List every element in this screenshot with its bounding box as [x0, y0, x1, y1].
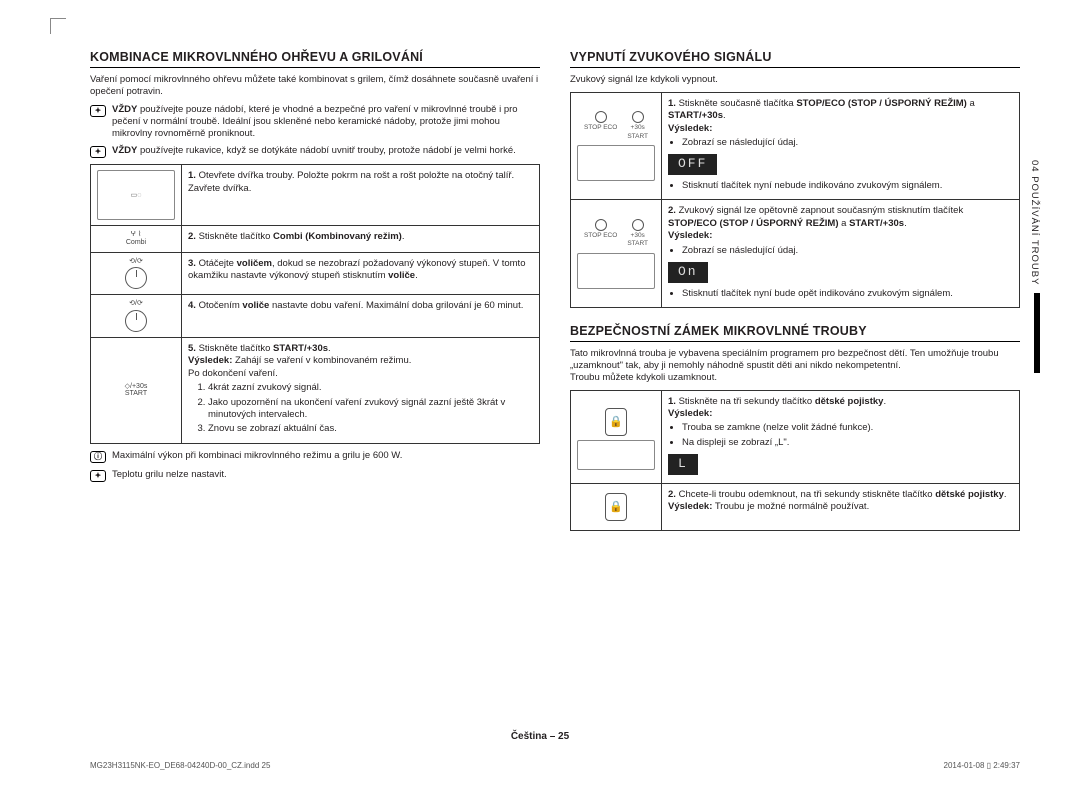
side-tab: 04 POUŽÍVÁNÍ TROUBY — [1029, 160, 1040, 373]
caution-icon: ✦ — [90, 470, 106, 482]
sec1-row2-diagram: STOP ECO+30sSTART — [571, 200, 662, 308]
sec1-heading: VYPNUTÍ ZVUKOVÉHO SIGNÁLU — [570, 50, 1020, 68]
bullet: Zobrazí se následující údaj. — [682, 137, 1013, 149]
sec2-row-1: 🔒 1. Stiskněte na tři sekundy tlačítko d… — [571, 390, 1020, 483]
step-5-sublist: 4krát zazní zvukový signál. Jako upozorn… — [188, 382, 533, 435]
left-heading: KOMBINACE MIKROVLNNÉHO OHŘEVU A GRILOVÁN… — [90, 50, 540, 68]
step-3-diagram: ⟲/⟳ — [91, 252, 182, 295]
sec1-row2-body: 2. Zvukový signál lze opětovně zapnout s… — [662, 200, 1020, 308]
step-row-1: ▭◌ 1. Otevřete dvířka trouby. Položte po… — [91, 165, 540, 226]
sub-3: Znovu se zobrazí aktuální čas. — [208, 423, 533, 435]
bullet: Stisknutí tlačítek nyní nebude indikován… — [682, 180, 1013, 192]
bullet: Stisknutí tlačítek nyní bude opět indiko… — [682, 288, 1013, 300]
step-row-5: ◇/+30sSTART 5. Stiskněte tlačítko START/… — [91, 338, 540, 443]
sec1-row1-body: 1. Stiskněte současně tlačítka STOP/ECO … — [662, 92, 1020, 200]
lcd-on: On — [668, 262, 708, 283]
bullet: Zobrazí se následující údaj. — [682, 245, 1013, 257]
left-column: KOMBINACE MIKROVLNNÉHO OHŘEVU A GRILOVÁN… — [90, 50, 540, 531]
sec1-table: STOP ECO+30sSTART 1. Stiskněte současně … — [570, 92, 1020, 308]
caution-icon: ✦ — [90, 146, 106, 158]
page-footer-left: MG23H3115NK-EO_DE68-04240D-00_CZ.indd 25 — [90, 761, 270, 770]
right-column: VYPNUTÍ ZVUKOVÉHO SIGNÁLU Zvukový signál… — [570, 50, 1020, 531]
sec2-row1-body: 1. Stiskněte na tři sekundy tlačítko dět… — [662, 390, 1020, 483]
foot-note-2: ✦ Teplotu grilu nelze nastavit. — [90, 469, 540, 482]
sec2-table: 🔒 1. Stiskněte na tři sekundy tlačítko d… — [570, 390, 1020, 531]
step-2-body: 2. Stiskněte tlačítko Combi (Kombinovaný… — [182, 226, 540, 252]
foot-note-1-text: Maximální výkon při kombinaci mikrovlnné… — [112, 450, 402, 463]
note-1-text: VŽDY používejte pouze nádobí, které je v… — [112, 104, 540, 140]
note-2-text: VŽDY používejte rukavice, když se dotýká… — [112, 145, 516, 158]
sec2-row2-diagram: 🔒 — [571, 483, 662, 530]
info-icon: ⓘ — [90, 451, 106, 463]
step-row-3: ⟲/⟳ 3. Otáčejte voličem, dokud se nezobr… — [91, 252, 540, 295]
foot-note-2-text: Teplotu grilu nelze nastavit. — [112, 469, 227, 482]
note-2: ✦ VŽDY používejte rukavice, když se dotý… — [90, 145, 540, 158]
sec2-row2-body: 2. Chcete-li troubu odemknout, na tři se… — [662, 483, 1020, 530]
sec1-row-2: STOP ECO+30sSTART 2. Zvukový signál lze … — [571, 200, 1020, 308]
sec2-intro: Tato mikrovlnná trouba je vybavena speci… — [570, 348, 1020, 384]
note-1: ✦ VŽDY používejte pouze nádobí, které je… — [90, 104, 540, 140]
sec2-heading: BEZPEČNOSTNÍ ZÁMEK MIKROVLNNÉ TROUBY — [570, 324, 1020, 342]
step-4-body: 4. Otočením voliče nastavte dobu vaření.… — [182, 295, 540, 338]
sec1-row1-diagram: STOP ECO+30sSTART — [571, 92, 662, 200]
page-footer-center: Čeština – 25 — [0, 731, 1080, 742]
step-row-4: ⟲/⟳ 4. Otočením voliče nastavte dobu vař… — [91, 295, 540, 338]
step-1-diagram: ▭◌ — [91, 165, 182, 226]
foot-note-1: ⓘ Maximální výkon při kombinaci mikrovln… — [90, 450, 540, 463]
crop-mark — [50, 18, 66, 34]
sub-2: Jako upozornění na ukončení vaření zvuko… — [208, 397, 533, 422]
step-1-body: 1. Otevřete dvířka trouby. Položte pokrm… — [182, 165, 540, 226]
sub-1: 4krát zazní zvukový signál. — [208, 382, 533, 394]
sec2-row1-diagram: 🔒 — [571, 390, 662, 483]
page-footer-right: 2014-01-08 ▯ 2:49:37 — [944, 761, 1020, 770]
lcd-l: L — [668, 454, 698, 475]
step-row-2: ⵖ ⌇Combi 2. Stiskněte tlačítko Combi (Ko… — [91, 226, 540, 252]
step-5-diagram: ◇/+30sSTART — [91, 338, 182, 443]
lock-icon: 🔒 — [605, 493, 627, 521]
left-intro: Vaření pomocí mikrovlnného ohřevu můžete… — [90, 74, 540, 98]
bullet: Na displeji se zobrazí „L". — [682, 437, 1013, 449]
sec2-row-2: 🔒 2. Chcete-li troubu odemknout, na tři … — [571, 483, 1020, 530]
page-columns: KOMBINACE MIKROVLNNÉHO OHŘEVU A GRILOVÁN… — [90, 50, 1020, 531]
step-2-diagram: ⵖ ⌇Combi — [91, 226, 182, 252]
bullet: Trouba se zamkne (nelze volit žádné funk… — [682, 422, 1013, 434]
side-tab-bar — [1034, 293, 1040, 373]
step-4-diagram: ⟲/⟳ — [91, 295, 182, 338]
sec1-intro: Zvukový signál lze kdykoli vypnout. — [570, 74, 1020, 86]
lcd-off: OFF — [668, 154, 717, 175]
step-3-body: 3. Otáčejte voličem, dokud se nezobrazí … — [182, 252, 540, 295]
caution-icon: ✦ — [90, 105, 106, 117]
left-steps-table: ▭◌ 1. Otevřete dvířka trouby. Položte po… — [90, 164, 540, 443]
lock-icon: 🔒 — [605, 408, 627, 436]
sec1-row-1: STOP ECO+30sSTART 1. Stiskněte současně … — [571, 92, 1020, 200]
side-tab-text: 04 POUŽÍVÁNÍ TROUBY — [1029, 160, 1040, 285]
step-5-body: 5. Stiskněte tlačítko START/+30s.Výslede… — [182, 338, 540, 443]
